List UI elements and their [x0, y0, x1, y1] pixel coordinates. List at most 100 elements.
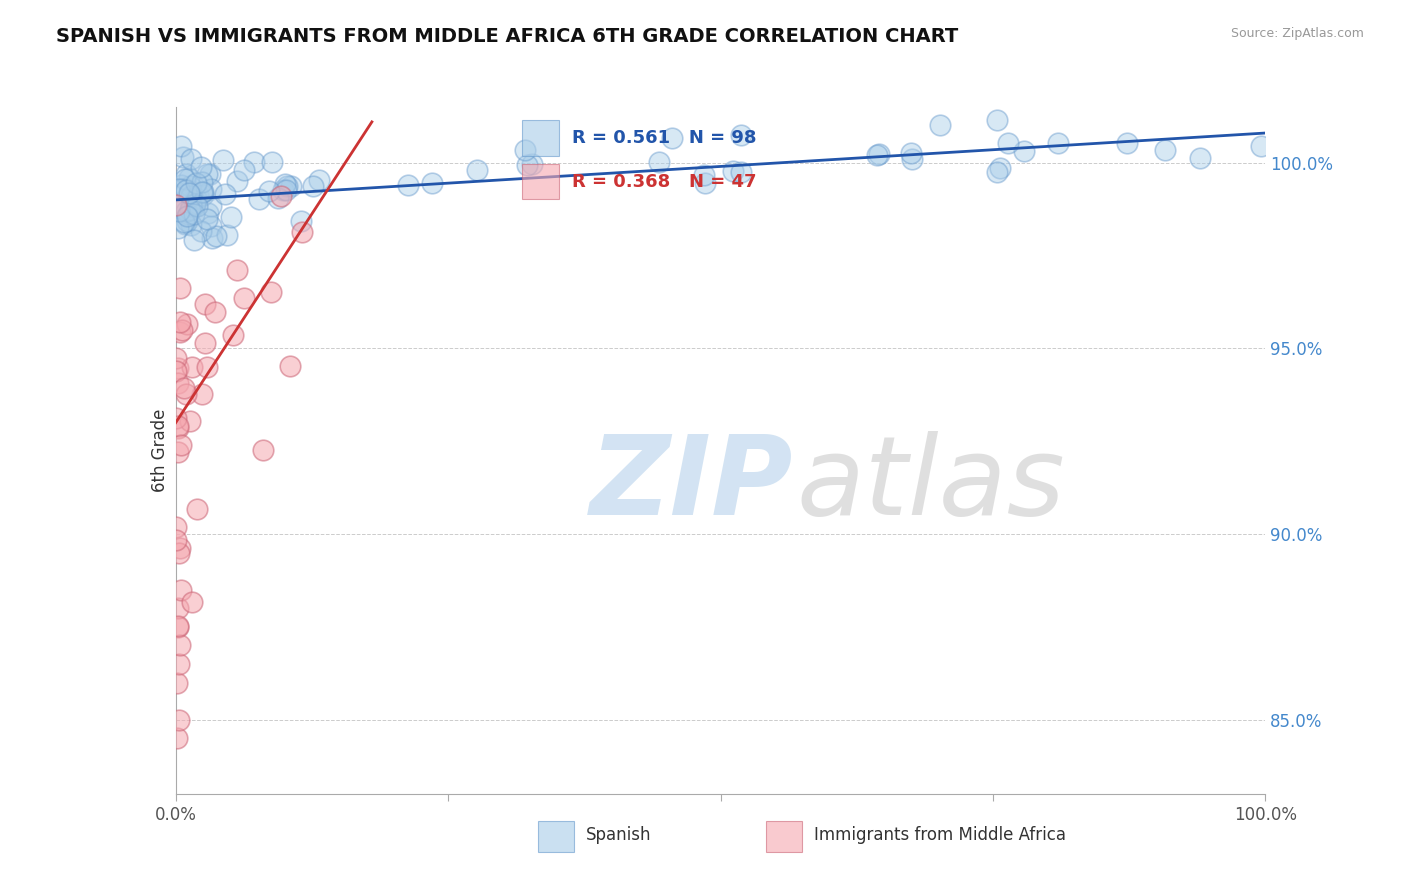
Point [243, 155, 266, 169]
Point [200, 167, 222, 181]
Point [1014, 144, 1036, 158]
Point [172, 182, 194, 196]
Point [225, 174, 247, 188]
Point [308, 172, 330, 186]
Point [170, 139, 193, 153]
Point [190, 224, 212, 238]
Point [170, 438, 193, 452]
Point [180, 197, 202, 211]
Point [167, 419, 190, 434]
Point [195, 167, 218, 181]
Point [200, 219, 222, 233]
Point [276, 179, 298, 194]
Point [169, 325, 191, 339]
Point [186, 199, 208, 213]
Point [1116, 136, 1139, 150]
Point [170, 178, 193, 192]
Point [648, 155, 671, 169]
Point [165, 364, 187, 378]
Point [179, 203, 201, 218]
Point [204, 305, 226, 319]
Point [167, 620, 190, 634]
Point [179, 414, 201, 428]
Point [184, 176, 207, 190]
Point [180, 199, 202, 213]
Point [179, 186, 201, 201]
Point [396, 178, 419, 193]
Point [167, 546, 190, 560]
Point [167, 619, 190, 633]
Point [167, 220, 190, 235]
Text: ZIP: ZIP [591, 432, 793, 538]
Point [267, 192, 290, 206]
Point [197, 211, 219, 226]
Point [183, 207, 205, 221]
Point [465, 163, 488, 178]
Point [868, 147, 890, 161]
Point [190, 161, 212, 175]
Point [225, 263, 247, 277]
Point [165, 411, 187, 425]
Point [169, 639, 191, 653]
Point [217, 227, 239, 242]
Y-axis label: 6th Grade: 6th Grade [150, 409, 169, 492]
Point [247, 192, 270, 206]
Point [280, 179, 302, 194]
Point [661, 131, 683, 145]
Point [260, 285, 283, 300]
Point [194, 335, 217, 350]
Point [986, 112, 1008, 127]
Point [290, 214, 312, 228]
Point [186, 191, 208, 205]
Point [177, 207, 200, 221]
Point [901, 152, 924, 166]
Point [166, 444, 188, 458]
Point [165, 533, 187, 547]
Point [233, 291, 256, 305]
Point [176, 317, 198, 331]
Point [174, 171, 197, 186]
Point [167, 713, 190, 727]
Point [180, 218, 202, 232]
Point [274, 177, 297, 191]
Point [204, 228, 226, 243]
Point [190, 386, 212, 401]
Point [516, 158, 538, 172]
Point [174, 182, 197, 196]
Point [191, 187, 214, 202]
Point [166, 731, 188, 746]
Point [986, 165, 1008, 179]
Point [169, 315, 191, 329]
Point [988, 161, 1011, 175]
Point [259, 184, 281, 198]
Point [180, 189, 202, 203]
Point [167, 182, 190, 196]
Point [176, 214, 198, 228]
Point [252, 443, 274, 458]
Point [176, 167, 198, 181]
Point [166, 361, 188, 376]
Point [167, 203, 190, 218]
Point [200, 199, 222, 213]
Point [212, 153, 235, 167]
Point [214, 187, 236, 202]
Point [179, 171, 201, 186]
Point [201, 231, 224, 245]
Point [197, 206, 219, 220]
Point [278, 359, 301, 373]
Point [866, 148, 889, 162]
Point [166, 201, 188, 215]
Point [166, 420, 188, 434]
Point [181, 594, 204, 608]
Point [179, 178, 201, 193]
Point [195, 359, 218, 374]
Point [174, 217, 197, 231]
Text: SPANISH VS IMMIGRANTS FROM MIDDLE AFRICA 6TH GRADE CORRELATION CHART: SPANISH VS IMMIGRANTS FROM MIDDLE AFRICA… [56, 27, 959, 45]
Point [200, 182, 222, 196]
Point [274, 183, 297, 197]
Point [219, 210, 242, 224]
Point [176, 209, 198, 223]
Point [420, 176, 443, 190]
Point [900, 145, 922, 160]
Point [172, 150, 194, 164]
